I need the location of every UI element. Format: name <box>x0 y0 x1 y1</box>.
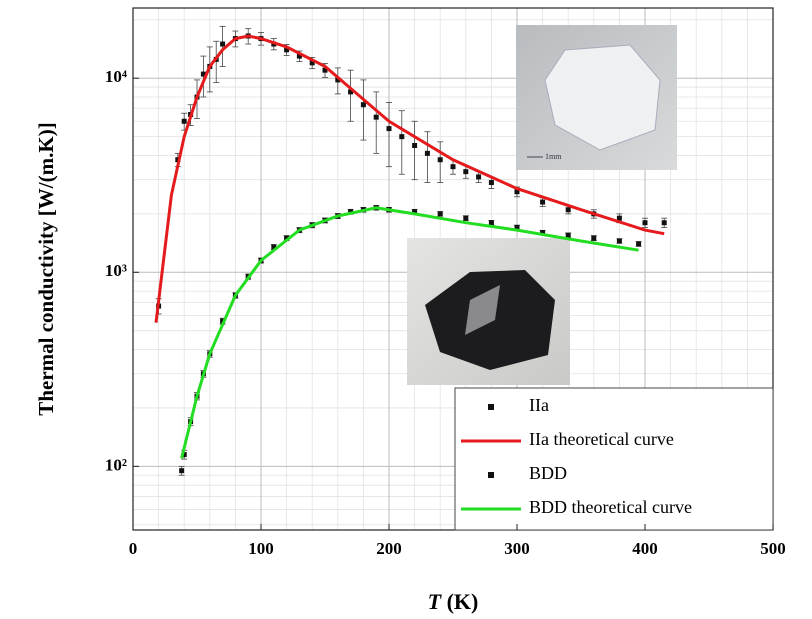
page: 1mm Thermal conductivity [W/(m.K)] T (K)… <box>0 0 812 619</box>
error-bar <box>360 80 366 140</box>
x-tick-label: 100 <box>248 539 274 558</box>
legend-label: BDD theoretical curve <box>529 497 692 517</box>
x-axis-label: T (K) <box>428 589 479 614</box>
x-tick-label: 400 <box>632 539 658 558</box>
inset-scale-label: 1mm <box>545 152 562 161</box>
data-point <box>438 211 443 216</box>
data-point <box>399 134 404 139</box>
data-point <box>425 151 430 156</box>
data-point <box>412 143 417 148</box>
error-bar <box>386 102 392 166</box>
data-point <box>662 220 667 225</box>
legend-label: BDD <box>529 463 567 483</box>
y-axis-label: Thermal conductivity [W/(m.K)] <box>34 122 58 415</box>
error-bar <box>373 92 379 153</box>
error-bar <box>412 121 418 179</box>
data-point <box>636 241 641 246</box>
data-point <box>451 164 456 169</box>
x-tick-label: 300 <box>504 539 530 558</box>
y-tick-label: 10⁴ <box>105 67 127 86</box>
data-point <box>438 157 443 162</box>
legend-marker <box>488 472 494 478</box>
error-bar <box>424 132 430 183</box>
chart: 1mm Thermal conductivity [W/(m.K)] T (K)… <box>0 0 812 619</box>
data-point <box>591 236 596 241</box>
data-point <box>540 200 545 205</box>
x-tick-label: 0 <box>129 539 138 558</box>
data-point <box>361 102 366 107</box>
data-point <box>643 220 648 225</box>
error-bar <box>399 111 405 175</box>
data-point <box>387 126 392 131</box>
legend-label: IIa <box>529 395 549 415</box>
y-tick-label: 10³ <box>105 261 127 280</box>
data-point <box>463 169 468 174</box>
data-point <box>566 207 571 212</box>
data-point <box>182 119 187 124</box>
legend: IIa IIa theoretical curve BDD BDD theoretic… <box>455 388 773 530</box>
data-point <box>463 216 468 221</box>
x-axis-symbol: T <box>428 589 443 614</box>
data-point <box>220 42 225 47</box>
y-tick-label: 10² <box>105 455 127 474</box>
data-point <box>179 468 184 473</box>
data-point <box>617 238 622 243</box>
x-axis-unit: (K) <box>447 589 479 614</box>
data-point <box>489 180 494 185</box>
data-point <box>476 174 481 179</box>
x-tick-label: 200 <box>376 539 402 558</box>
x-tick-label: 500 <box>760 539 786 558</box>
data-point <box>489 220 494 225</box>
legend-label: IIa theoretical curve <box>529 429 674 449</box>
data-point <box>374 115 379 120</box>
legend-marker <box>488 404 494 410</box>
